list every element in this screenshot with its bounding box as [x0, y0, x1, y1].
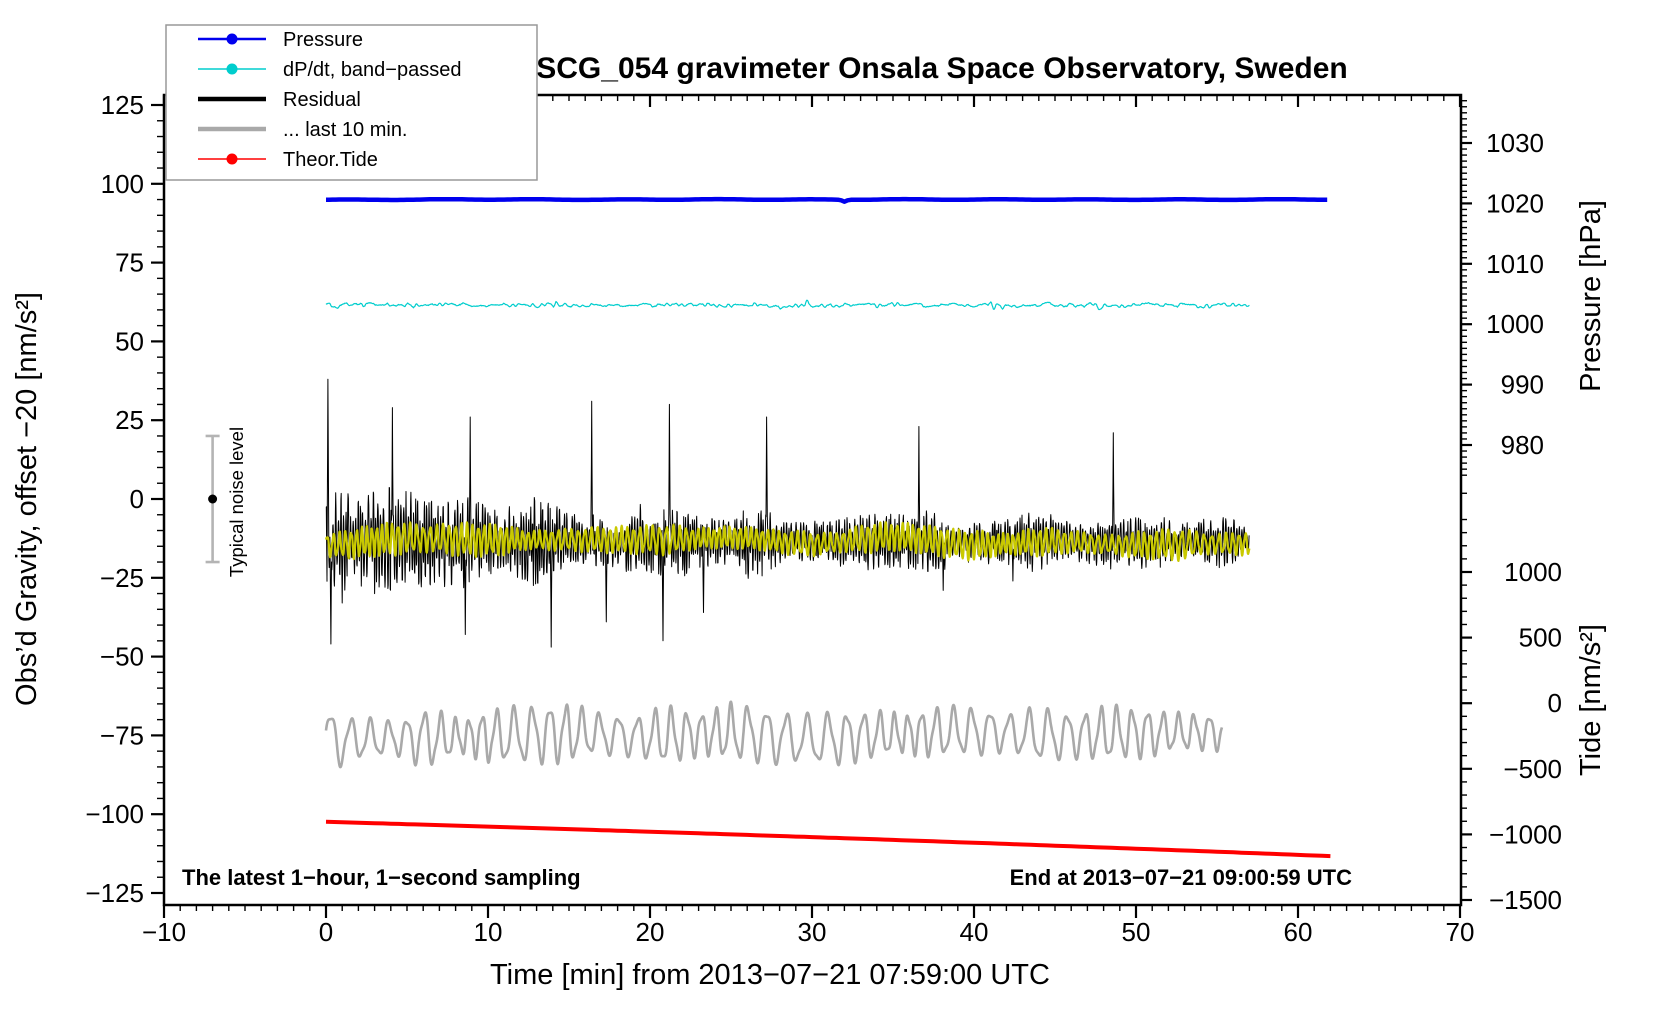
x-tick-label: 50: [1122, 917, 1151, 947]
legend-samples: [198, 33, 266, 165]
series-theor_tide-line: [325, 819, 1331, 859]
series-pressure-line: [326, 196, 1328, 204]
series-residual_smoothed-line: [324, 521, 1251, 562]
legend-label-last10min: ... last 10 min.: [283, 119, 408, 141]
pressure-tick-label: 1020: [1486, 188, 1544, 218]
data-curves: [324, 196, 1331, 859]
legend-label-pressure: Pressure: [283, 29, 363, 51]
legend: Pressure dP/dt, band−passed Residual ...…: [165, 24, 538, 181]
tide-tick-label: −500: [1503, 754, 1562, 784]
series-dpdt_band_passed-line: [325, 299, 1250, 311]
end-time-note: End at 2013−07−21 09:00:59 UTC: [1010, 865, 1353, 890]
gravity-tick-label: 75: [115, 248, 144, 278]
tide-tick-label: −1500: [1489, 885, 1562, 915]
legend-box: [165, 24, 538, 181]
series-residual_last_10_min-line: [324, 700, 1224, 769]
gravity-tick-label: 125: [101, 90, 144, 120]
axis-tick-labels: −10 0 10 20 30 40 50 60 701251007550250−25−50−75…: [85, 90, 1562, 947]
x-tick-label: 40: [960, 917, 989, 947]
pressure-tick-label: 1030: [1486, 128, 1544, 158]
gravity-tick-label: 50: [115, 326, 144, 356]
x-tick-label: −10: [142, 917, 186, 947]
x-tick-label: 70: [1446, 917, 1475, 947]
gravity-tick-label: −25: [100, 563, 144, 593]
x-tick-label: 60: [1284, 917, 1313, 947]
x-axis-title: Time [min] from 2013−07−21 07:59:00 UTC: [490, 959, 1050, 991]
pressure-tick-label: 1000: [1486, 309, 1544, 339]
chart-title: SCG_054 gravimeter Onsala Space Observat…: [536, 52, 1348, 85]
pressure-tick-label: 980: [1501, 430, 1544, 460]
sampling-note: The latest 1−hour, 1−second sampling: [182, 865, 581, 890]
x-tick-label: 20: [636, 917, 665, 947]
legend-label-residual: Residual: [283, 89, 361, 111]
tide-axis-title: Tide [nm/s²]: [1575, 624, 1607, 776]
tide-tick-label: 0: [1548, 688, 1562, 718]
pressure-tick-label: 1010: [1486, 249, 1544, 279]
gravity-tick-label: −75: [100, 720, 144, 750]
gravity-tick-label: 100: [101, 169, 144, 199]
tide-tick-label: 1000: [1504, 557, 1562, 587]
gravity-axis-title: Obs’d Gravity, offset −20 [nm/s²]: [11, 292, 43, 706]
legend-sample-dot-4: [226, 153, 238, 165]
tide-tick-label: 500: [1519, 623, 1562, 653]
legend-sample-dot-1: [226, 63, 238, 75]
tide-tick-label: −1000: [1489, 819, 1562, 849]
gravity-tick-label: 25: [115, 405, 144, 435]
legend-sample-dot-0: [226, 33, 238, 45]
gravity-tick-label: 0: [130, 484, 144, 514]
pressure-tick-label: 990: [1501, 370, 1544, 400]
noise-center-dot: [208, 494, 218, 504]
x-tick-label: 30: [798, 917, 827, 947]
gravity-tick-label: −125: [85, 878, 144, 908]
axis-ticks: [151, 95, 1472, 918]
noise-marker-label: Typical noise level: [226, 427, 247, 577]
gravity-tick-label: −100: [85, 799, 144, 829]
gravity-tick-label: −50: [100, 642, 144, 672]
plot-frame: [162, 93, 1463, 907]
x-tick-label: 10: [474, 917, 503, 947]
legend-label-dpdt: dP/dt, band−passed: [283, 59, 461, 81]
legend-label-theortide: Theor.Tide: [283, 149, 378, 171]
pressure-axis-title: Pressure [hPa]: [1575, 200, 1607, 392]
x-tick-label: 0: [319, 917, 333, 947]
series-residual-line: [325, 378, 1250, 648]
noise-level-marker: [205, 434, 220, 564]
